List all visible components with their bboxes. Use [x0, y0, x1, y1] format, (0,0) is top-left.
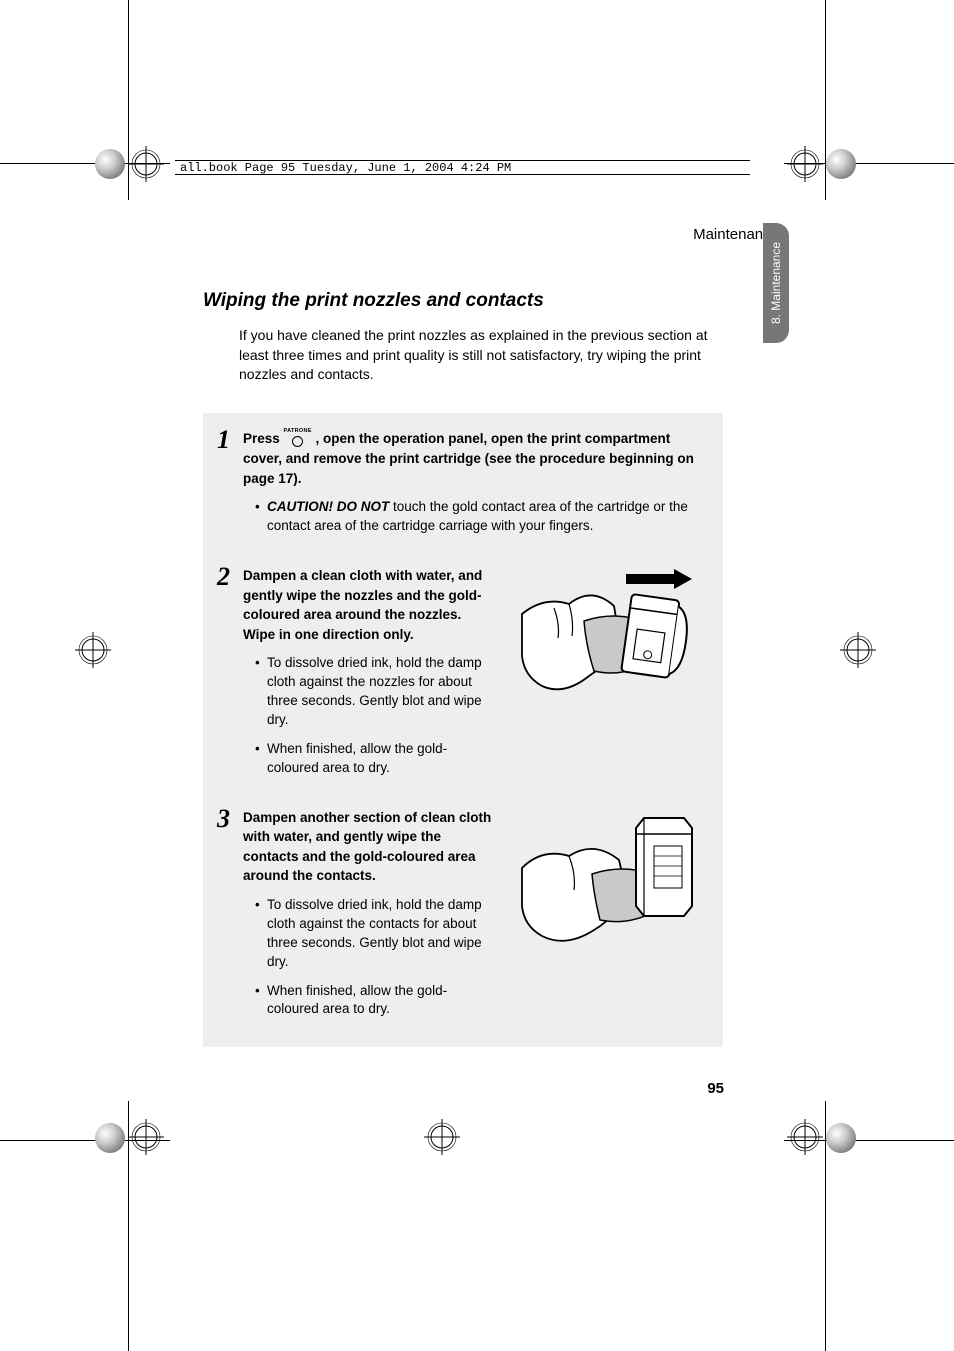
wipe-contacts-illustration — [514, 808, 704, 968]
step-2: 2 Dampen a clean cloth with water, and g… — [217, 566, 709, 788]
step-number: 2 — [217, 564, 243, 788]
side-tab-label: 8. Maintenance — [769, 223, 783, 343]
page-content: Wiping the print nozzles and contacts If… — [203, 290, 723, 1047]
page-number: 95 — [707, 1080, 724, 1097]
step-head: Dampen another section of clean cloth wi… — [243, 808, 497, 886]
step-head: Press PATRONE , open the operation panel… — [243, 429, 709, 489]
step-1: 1 Press PATRONE , open the operation pan… — [217, 429, 709, 546]
step-bullet: When finished, allow the gold-coloured a… — [255, 982, 497, 1020]
steps-box: 1 Press PATRONE , open the operation pan… — [203, 413, 723, 1048]
wipe-nozzles-illustration — [514, 566, 704, 726]
intro-paragraph: If you have cleaned the print nozzles as… — [239, 326, 723, 385]
reg-mark-icon — [787, 1119, 823, 1155]
step-bullet: To dissolve dried ink, hold the damp clo… — [255, 896, 497, 972]
corner-ball-icon — [95, 149, 125, 179]
corner-ball-icon — [95, 1123, 125, 1153]
step-head: Dampen a clean cloth with water, and gen… — [243, 566, 497, 644]
page-heading: Wiping the print nozzles and contacts — [203, 290, 723, 312]
corner-ball-icon — [826, 1123, 856, 1153]
side-tab: 8. Maintenance — [763, 223, 789, 343]
reg-mark-icon — [840, 632, 876, 668]
step-number: 3 — [217, 806, 243, 1030]
step-number: 1 — [217, 427, 243, 546]
reg-mark-icon — [128, 146, 164, 182]
step-bullet: To dissolve dried ink, hold the damp clo… — [255, 654, 497, 730]
reg-mark-icon — [75, 632, 111, 668]
patrone-button-icon: PATRONE — [284, 429, 312, 449]
reg-mark-icon — [787, 146, 823, 182]
corner-ball-icon — [826, 149, 856, 179]
step-bullet: CAUTION! DO NOT touch the gold contact a… — [255, 498, 709, 536]
step-bullet: When finished, allow the gold-coloured a… — [255, 740, 497, 778]
reg-mark-icon — [424, 1119, 460, 1155]
reg-mark-icon — [128, 1119, 164, 1155]
step-3: 3 Dampen another section of clean cloth … — [217, 808, 709, 1030]
header-book-info: all.book Page 95 Tuesday, June 1, 2004 4… — [180, 161, 511, 175]
